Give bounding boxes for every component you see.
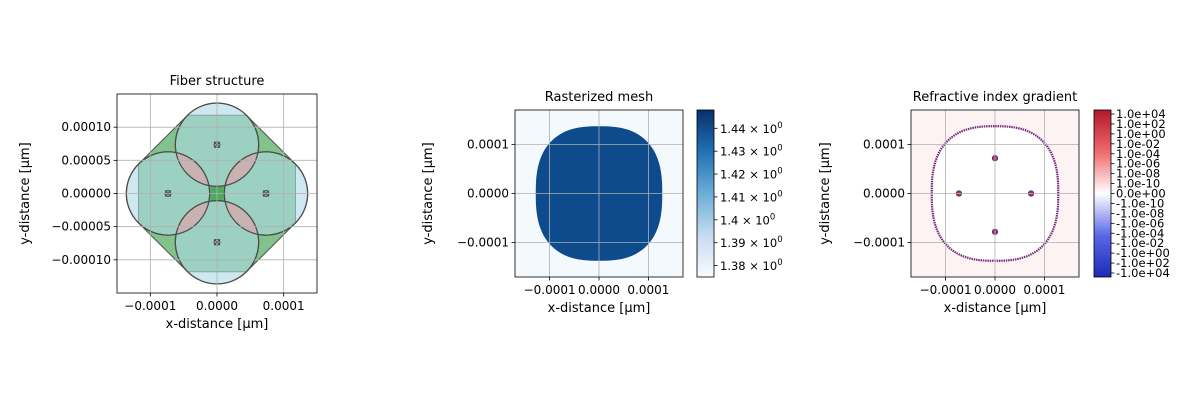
x-tick-label: −0.0001 [124,299,176,313]
colorbar-bar [696,109,715,278]
colorbar-tick-label: 1.0e+04 [1116,107,1166,121]
colorbar-tick-label: -1.0e+04 [1116,266,1170,280]
x-axis-label: x-distance [μm] [548,301,651,316]
colorbar-tick-label: 1.39 × 100 [720,235,783,250]
colorbar-tick-label: 1.44 × 100 [720,121,783,136]
y-tick-label: 0.00000 [61,187,111,201]
colorbar-tick-label: -1.0e-06 [1116,216,1164,230]
overlap-lens [225,201,258,235]
colorbar-2: 1.0e+041.0e+021.0e+001.0e-021.0e-041.0e-… [1093,107,1170,280]
colorbar-tick-label: 1.0e-10 [1116,177,1160,191]
overlap-lens [176,201,209,235]
x-tick-label: 0.0000 [974,283,1016,297]
x-axis-label: x-distance [μm] [166,317,269,332]
axes-title: Refractive index gradient [913,90,1077,105]
x-tick-label: −0.0001 [920,283,972,297]
x-tick-label: 0.0001 [627,283,669,297]
colorbar-bar [1093,109,1112,278]
x-axis-label: x-distance [μm] [944,301,1047,316]
axes-1: −0.0001 0.0000 0.0001 0.00010 0.00005 0.00000… [18,74,318,332]
axes-2: −0.0001 0.0000 0.00010.00010.0000−0.0001Ra… [421,90,684,316]
colorbar-tick-label: -1.0e-08 [1116,206,1164,220]
colorbar-tick-label: -1.0e-04 [1116,226,1164,240]
colorbar-tick-label: 1.43 × 100 [720,144,783,159]
y-tick-label: 0.00005 [61,153,111,167]
colorbar-tick-label: 1.38 × 100 [720,258,783,273]
colorbar-tick-label: 1.0e-04 [1116,147,1160,161]
colorbar-tick-label: -1.0e+00 [1116,246,1170,260]
colorbar-tick-label: 1.0e+00 [1116,127,1166,141]
y-tick-label: −0.00005 [51,220,111,234]
colorbar-tick-label: 0.0e+00 [1116,187,1166,201]
colorbar-tick-label: 1.0e-02 [1116,137,1160,151]
y-tick-label: 0.0000 [863,187,905,201]
y-tick-label: 0.0001 [863,137,905,151]
colorbar-tick-label: -1.0e-02 [1116,236,1164,250]
y-axis-label: y-distance [μm] [421,142,436,244]
y-tick-label: −0.00010 [51,253,111,267]
x-tick-label: 0.0001 [263,299,305,313]
y-tick-label: 0.0001 [467,137,509,151]
overlap-lens [176,152,209,186]
colorbar-1: 1.44 × 100 1.43 × 100 1.42 × 100 1.41 × 100… [696,109,783,278]
colorbar-tick-label: 1.4 × 100 [720,212,775,227]
colorbar-tick-label: 1.41 × 100 [720,189,783,204]
x-tick-label: 0.0000 [196,299,238,313]
colorbar-tick-label: 1.0e+02 [1116,117,1166,131]
axes-title: Fiber structure [170,74,265,89]
y-tick-label: −0.0001 [853,236,905,250]
colorbar-tick-label: 1.42 × 100 [720,167,783,182]
y-tick-label: 0.00010 [61,120,111,134]
colorbar-tick-label: 1.0e-08 [1116,167,1160,181]
y-axis-label: y-distance [μm] [18,142,33,244]
overlap-lens [225,152,258,186]
colorbar-tick-label: -1.0e+02 [1116,256,1170,270]
y-tick-label: −0.0001 [457,236,509,250]
x-tick-label: 0.0000 [578,283,620,297]
colorbar-tick-label: -1.0e-10 [1116,196,1164,210]
colorbar-tick-label: 1.0e-06 [1116,157,1160,171]
y-axis-label: y-distance [μm] [818,142,833,244]
axes-3: −0.0001 0.0000 0.00010.00010.0000−0.0001Re… [818,90,1080,316]
axes-title: Rasterized mesh [545,90,653,105]
x-tick-label: 0.0001 [1023,283,1065,297]
y-tick-label: 0.0000 [467,187,509,201]
x-tick-label: −0.0001 [524,283,576,297]
